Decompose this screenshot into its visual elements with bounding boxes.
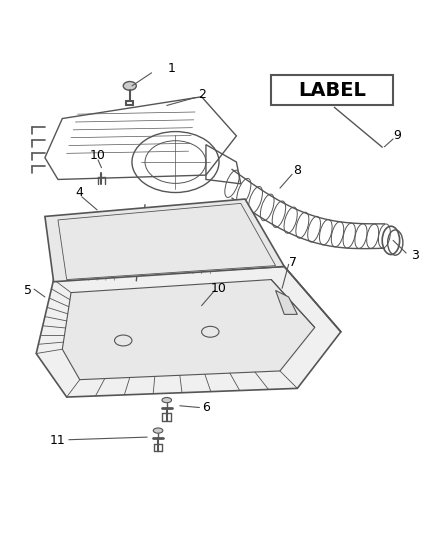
Text: 7: 7 (289, 256, 297, 269)
Polygon shape (36, 266, 341, 397)
Polygon shape (276, 290, 297, 314)
Bar (271, 75, 393, 106)
Polygon shape (45, 199, 284, 282)
Text: 10: 10 (211, 282, 227, 295)
Text: 1: 1 (167, 62, 175, 75)
Text: 8: 8 (293, 164, 301, 177)
Text: 10: 10 (89, 149, 105, 162)
Polygon shape (62, 279, 315, 379)
Text: 5: 5 (24, 284, 32, 297)
Ellipse shape (123, 82, 136, 90)
Text: 6: 6 (202, 401, 210, 415)
Ellipse shape (153, 428, 163, 433)
Text: 4: 4 (76, 186, 84, 199)
Text: 3: 3 (411, 249, 419, 262)
Text: 11: 11 (50, 434, 66, 447)
Text: 2: 2 (198, 88, 205, 101)
Text: LABEL: LABEL (298, 80, 366, 100)
Ellipse shape (388, 230, 403, 255)
Ellipse shape (162, 398, 172, 403)
Text: 9: 9 (393, 130, 401, 142)
